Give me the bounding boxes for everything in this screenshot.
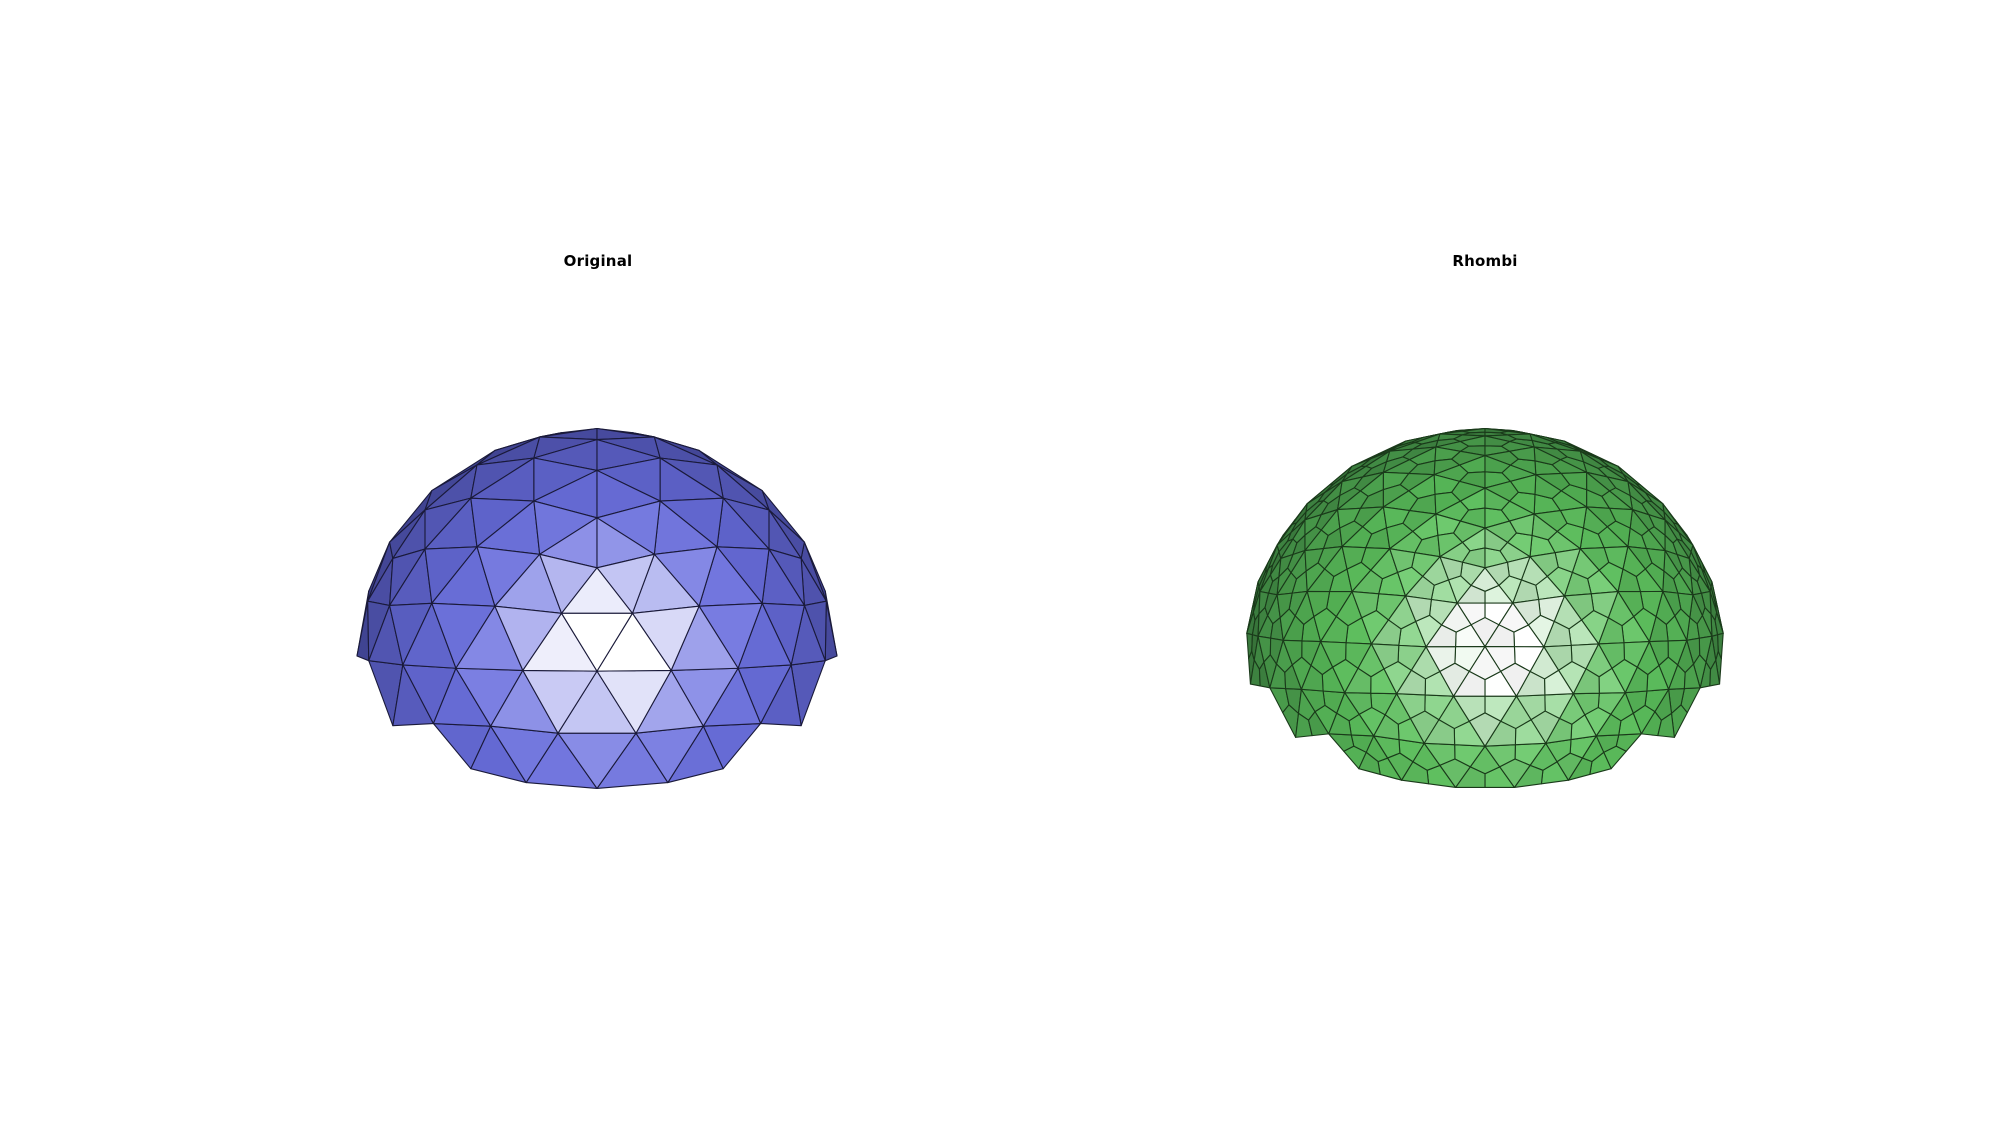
- rhombus-face: [1484, 435, 1511, 447]
- rhombus-face: [1556, 752, 1583, 781]
- rhombus-face: [1439, 758, 1471, 789]
- rhombus-face: [1358, 751, 1381, 776]
- rhombus-face: [1351, 591, 1380, 619]
- triangle-face: [356, 600, 370, 662]
- rhombus-face: [1344, 667, 1372, 694]
- rhombus-face: [1439, 556, 1464, 581]
- rhombus-face: [1468, 712, 1502, 747]
- rhombus-face: [1328, 712, 1352, 736]
- rhombus-face: [1615, 733, 1642, 752]
- rhombus-face: [1387, 752, 1414, 781]
- panel-title-rhombi: Rhombi: [1452, 252, 1518, 270]
- rhombus-face: [1423, 719, 1456, 746]
- original-dome-mesh: [356, 427, 838, 790]
- rhombus-face: [1306, 590, 1331, 618]
- rhombus-face: [1453, 670, 1486, 697]
- rhombus-face: [1373, 714, 1400, 741]
- rhombus-face: [1370, 643, 1400, 670]
- rhombus-face: [1278, 553, 1294, 578]
- rhombi-dome-panel: Rhombi: [1000, 0, 2000, 1121]
- rhombus-face: [1396, 669, 1427, 696]
- triangle-face: [824, 600, 838, 662]
- rhombus-face: [1341, 545, 1367, 570]
- rhombus-face: [1484, 427, 1509, 434]
- rhombus-face: [1276, 592, 1293, 619]
- triangle-face: [561, 612, 633, 672]
- original-dome-panel: Original: [356, 252, 838, 790]
- rhombus-face: [1300, 664, 1324, 692]
- rhombus-face: [1389, 548, 1416, 573]
- rhombus-face: [1404, 595, 1432, 622]
- rhombus-face: [1484, 527, 1509, 552]
- rhombus-face: [1499, 758, 1531, 789]
- rhombus-face: [1320, 641, 1347, 668]
- rhombi-dome-mesh: [1246, 427, 1724, 789]
- rhombus-face: [1328, 733, 1355, 752]
- rhombus-face: [1484, 455, 1511, 474]
- panel-title-original: Original: [563, 252, 633, 270]
- rhombus-face: [1484, 487, 1511, 511]
- rhombus-face: [1304, 547, 1325, 572]
- rhombus-face: [1282, 639, 1303, 666]
